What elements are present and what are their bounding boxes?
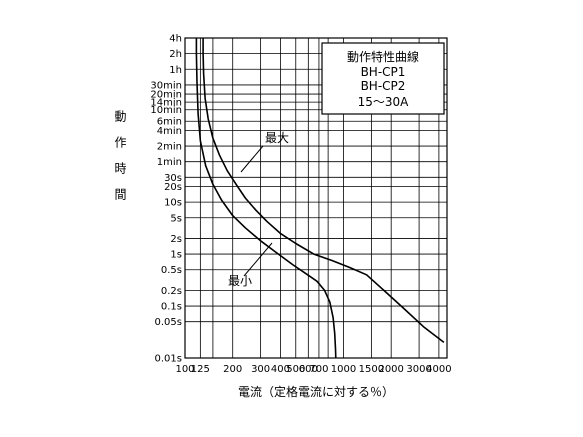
x-tick-label: 300 [251, 364, 270, 375]
y-tick-label: 1min [157, 157, 182, 168]
y-tick-label: 0.2s [161, 286, 182, 297]
x-tick-label: 1000 [331, 364, 356, 375]
x-tick-label: 400 [271, 364, 290, 375]
x-tick-label: 200 [223, 364, 242, 375]
x-tick-label: 125 [191, 364, 210, 375]
y-tick-label: 0.5s [161, 265, 182, 276]
y-tick-label: 20s [164, 182, 182, 193]
y-tick-label: 20min [150, 90, 182, 101]
chart-title-line-3: BH-CP2 [361, 79, 406, 93]
plot-frame [184, 37, 448, 359]
annotation-leader [240, 145, 264, 173]
y-tick-label: 2s [170, 234, 182, 245]
series-lines [195, 38, 445, 359]
y-tick-label: 2h [169, 49, 182, 60]
annotation-label: 最大 [265, 131, 289, 145]
y-axis-label: 動作時間 [113, 110, 127, 214]
chart-title-line-2: BH-CP1 [361, 65, 406, 79]
chart-title-line-1: 動作特性曲線 [347, 49, 419, 64]
y-tick-label: 30min [150, 80, 182, 91]
title-box [321, 42, 445, 115]
y-tick-label: 30s [164, 173, 182, 184]
y-tick-label: 2min [157, 142, 182, 153]
y-tick-label: 10min [150, 105, 182, 116]
y-tick-label: 0.01s [155, 354, 182, 365]
y-tick-label: 1s [170, 250, 182, 261]
y-tick-label: 0.1s [161, 302, 182, 313]
y-tick-label: 5s [170, 213, 182, 224]
x-tick-label: 4000 [426, 364, 451, 375]
x-tick-label: 600 [299, 364, 318, 375]
y-tick-label: 14min [150, 98, 182, 109]
x-axis-label: 電流（定格電流に対する％） [238, 384, 394, 399]
y-tick-label: 4h [169, 34, 182, 45]
x-tick-label: 3000 [406, 364, 431, 375]
y-tick-label: 10s [164, 198, 182, 209]
y-tick-label: 6min [157, 117, 182, 128]
x-tick-label: 2000 [378, 364, 403, 375]
x-tick-label: 100 [175, 364, 194, 375]
x-tick-label: 700 [309, 364, 328, 375]
annotation-label: 最小 [228, 274, 252, 288]
y-tick-label: 4min [157, 126, 182, 137]
y-tick-label: 1h [169, 65, 182, 76]
x-tick-label: 1500 [359, 364, 384, 375]
series-line-min [195, 38, 337, 359]
y-tick-label: 0.05s [155, 317, 182, 328]
chart-title-line-4: 15〜30A [358, 95, 410, 109]
x-tick-label: 500 [286, 364, 305, 375]
series-line-max [202, 38, 445, 344]
annotation-leader [243, 242, 273, 277]
